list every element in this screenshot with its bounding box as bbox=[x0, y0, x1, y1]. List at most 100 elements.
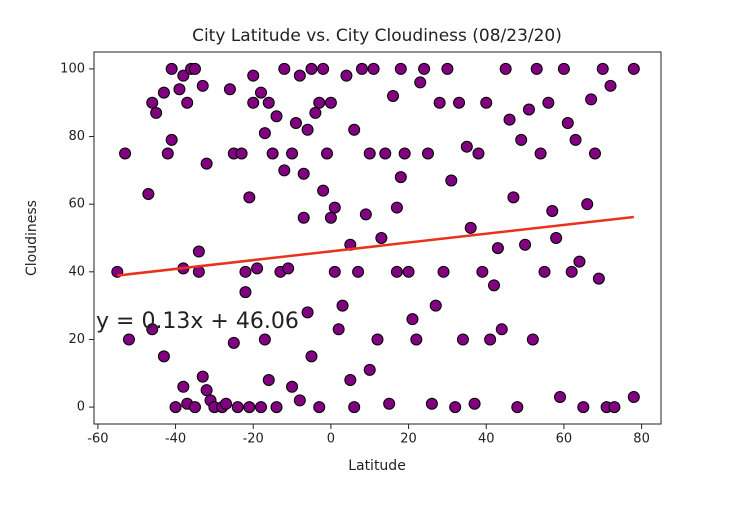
point bbox=[348, 123, 361, 136]
point bbox=[297, 167, 310, 180]
point bbox=[239, 286, 252, 299]
point bbox=[254, 86, 267, 99]
point bbox=[394, 62, 407, 75]
point bbox=[534, 147, 547, 160]
point bbox=[247, 96, 260, 109]
point bbox=[387, 89, 400, 102]
point bbox=[569, 133, 582, 146]
point bbox=[414, 76, 427, 89]
y-tick-label: 100 bbox=[60, 61, 85, 76]
point bbox=[542, 96, 555, 109]
point bbox=[460, 140, 473, 153]
point bbox=[472, 147, 485, 160]
point bbox=[573, 255, 586, 268]
point bbox=[188, 62, 201, 75]
point bbox=[270, 401, 283, 414]
point bbox=[352, 265, 365, 278]
point bbox=[321, 147, 334, 160]
point bbox=[585, 93, 598, 106]
point bbox=[476, 265, 489, 278]
point bbox=[309, 106, 322, 119]
point bbox=[561, 117, 574, 130]
point bbox=[317, 62, 330, 75]
point bbox=[231, 401, 244, 414]
point bbox=[262, 96, 275, 109]
point bbox=[157, 350, 170, 363]
point bbox=[421, 147, 434, 160]
point bbox=[627, 390, 640, 403]
point bbox=[604, 79, 617, 92]
point bbox=[592, 272, 605, 285]
point bbox=[286, 147, 299, 160]
point bbox=[390, 265, 403, 278]
y-tick-label: 80 bbox=[68, 129, 85, 144]
y-tick-label: 60 bbox=[68, 197, 85, 212]
point bbox=[305, 62, 318, 75]
y-tick-label: 0 bbox=[77, 400, 85, 415]
point bbox=[262, 374, 275, 387]
point bbox=[239, 265, 252, 278]
point bbox=[484, 333, 497, 346]
point bbox=[293, 69, 306, 82]
point bbox=[433, 96, 446, 109]
point bbox=[317, 184, 330, 197]
x-tick-label: 60 bbox=[556, 432, 573, 447]
point bbox=[464, 221, 477, 234]
point bbox=[491, 242, 504, 255]
point bbox=[258, 127, 271, 140]
point bbox=[200, 157, 213, 170]
point bbox=[278, 164, 291, 177]
point bbox=[165, 133, 178, 146]
point bbox=[332, 323, 345, 336]
x-tick-label: 20 bbox=[400, 432, 417, 447]
point bbox=[425, 397, 438, 410]
point bbox=[402, 265, 415, 278]
point bbox=[266, 147, 279, 160]
point bbox=[538, 265, 551, 278]
point bbox=[557, 62, 570, 75]
point bbox=[363, 363, 376, 376]
point bbox=[511, 401, 524, 414]
point bbox=[406, 313, 419, 326]
point bbox=[488, 279, 501, 292]
point bbox=[554, 390, 567, 403]
point bbox=[515, 133, 528, 146]
x-tick-label: 40 bbox=[478, 432, 495, 447]
point bbox=[243, 191, 256, 204]
point bbox=[165, 62, 178, 75]
x-tick-label: 0 bbox=[327, 432, 335, 447]
point bbox=[150, 106, 163, 119]
regression-line bbox=[117, 215, 634, 277]
point bbox=[301, 123, 314, 136]
y-tick-label: 40 bbox=[68, 264, 85, 279]
point bbox=[565, 265, 578, 278]
point bbox=[588, 147, 601, 160]
point bbox=[278, 62, 291, 75]
point bbox=[328, 265, 341, 278]
point bbox=[177, 69, 190, 82]
regression-equation: y = 0.13x + 46.06 bbox=[96, 309, 299, 334]
point bbox=[293, 394, 306, 407]
point bbox=[313, 96, 326, 109]
point bbox=[367, 62, 380, 75]
point bbox=[282, 262, 295, 275]
point bbox=[468, 397, 481, 410]
point bbox=[449, 401, 462, 414]
chart-title: City Latitude vs. City Cloudiness (08/23… bbox=[192, 26, 562, 46]
y-axis-label: Cloudiness bbox=[24, 200, 40, 276]
point bbox=[441, 62, 454, 75]
point bbox=[146, 96, 159, 109]
point bbox=[437, 265, 450, 278]
point bbox=[627, 62, 640, 75]
point bbox=[196, 370, 209, 383]
point bbox=[297, 211, 310, 224]
point bbox=[394, 171, 407, 184]
point bbox=[596, 62, 609, 75]
point bbox=[383, 397, 396, 410]
point bbox=[522, 103, 535, 116]
point bbox=[324, 211, 337, 224]
point bbox=[328, 201, 341, 214]
point bbox=[251, 262, 264, 275]
point bbox=[453, 96, 466, 109]
